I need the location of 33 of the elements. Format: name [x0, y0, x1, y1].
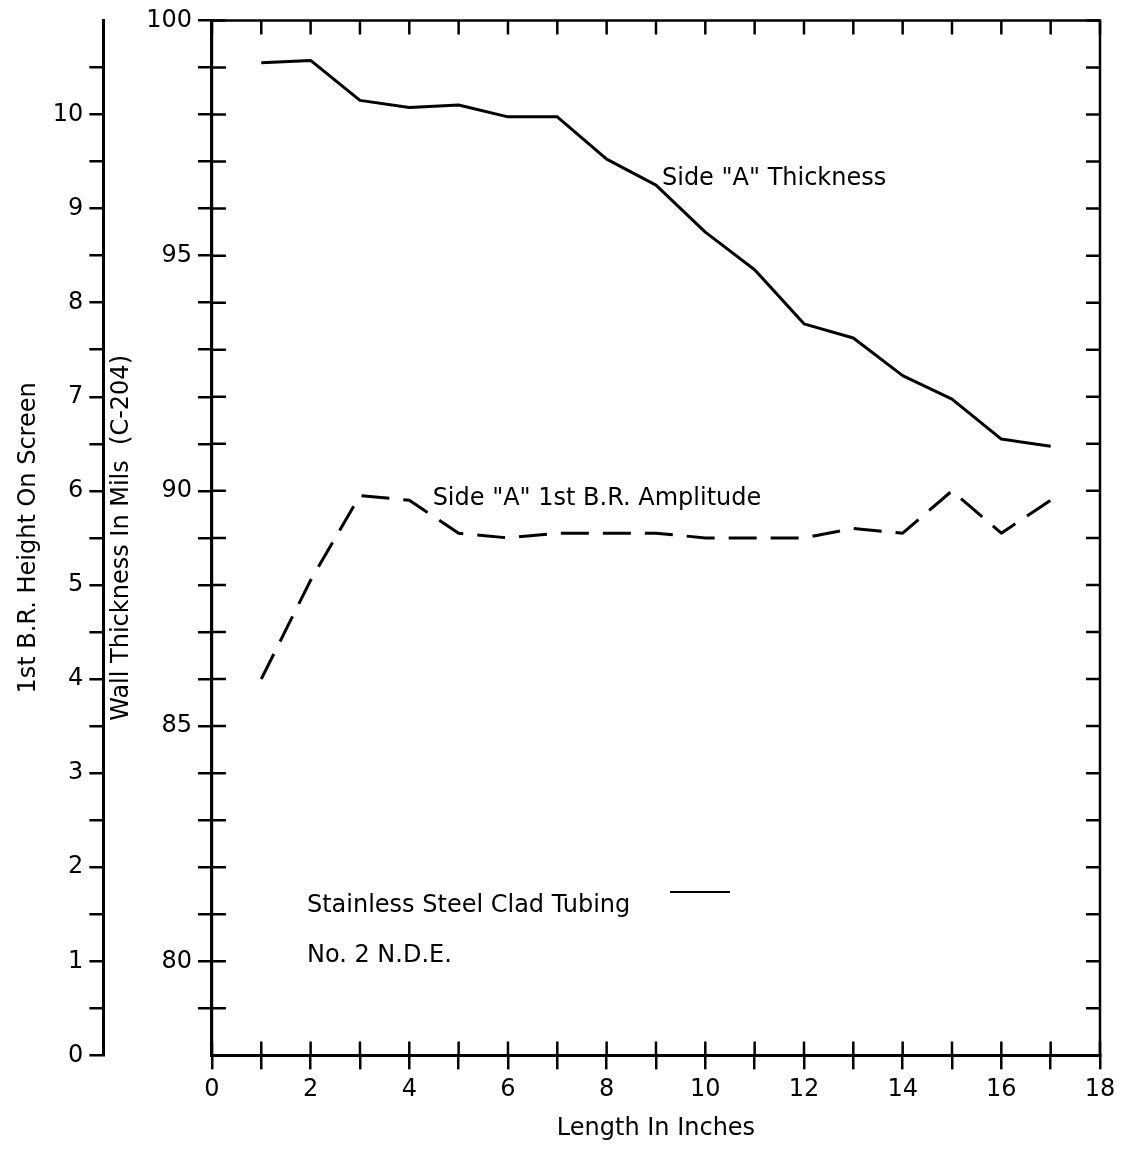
- y2-tick-label: 10: [52, 98, 84, 127]
- y2-tick-label: 4: [68, 663, 84, 692]
- series-label: Side "A" Thickness: [661, 163, 887, 192]
- x-tick-label: 16: [986, 1074, 1017, 1103]
- y2-tick-label: 2: [68, 851, 84, 880]
- annotation: No. 2 N.D.E.: [306, 939, 452, 968]
- y-tick-label: 90: [161, 475, 192, 504]
- x-tick-label: 8: [599, 1074, 615, 1103]
- x-tick-label: 0: [204, 1074, 220, 1103]
- y-axis-title: Wall Thickness In Mils (C-204): [105, 355, 134, 721]
- y2-tick-label: 0: [68, 1039, 84, 1068]
- y2-tick-label: 1: [68, 945, 84, 974]
- y-tick-label: 85: [161, 710, 192, 739]
- x-tick-label: 14: [887, 1074, 918, 1103]
- x-tick-label: 10: [690, 1074, 721, 1103]
- x-tick-label: 2: [302, 1074, 319, 1103]
- annotation: Stainless Steel Clad Tubing: [306, 889, 631, 918]
- y2-tick-label: 9: [68, 192, 84, 221]
- x-tick-label: 6: [500, 1074, 516, 1103]
- y-tick-label: 95: [161, 239, 192, 268]
- series-label: Side "A" 1st B.R. Amplitude: [432, 483, 762, 512]
- y2-tick-label: 8: [68, 286, 84, 315]
- y2-axis-title: 1st B.R. Height On Screen: [12, 382, 41, 694]
- y-tick-label: 100: [146, 4, 192, 33]
- y2-tick-label: 3: [68, 757, 84, 786]
- x-tick-label: 12: [788, 1074, 820, 1103]
- x-tick-label: 4: [401, 1074, 417, 1103]
- y2-tick-label: 5: [68, 569, 84, 598]
- y2-tick-label: 6: [68, 475, 84, 504]
- x-axis-title: Length In Inches: [556, 1112, 756, 1141]
- x-tick-label: 18: [1084, 1074, 1116, 1103]
- y2-tick-label: 7: [68, 381, 84, 409]
- y-tick-label: 80: [161, 945, 192, 974]
